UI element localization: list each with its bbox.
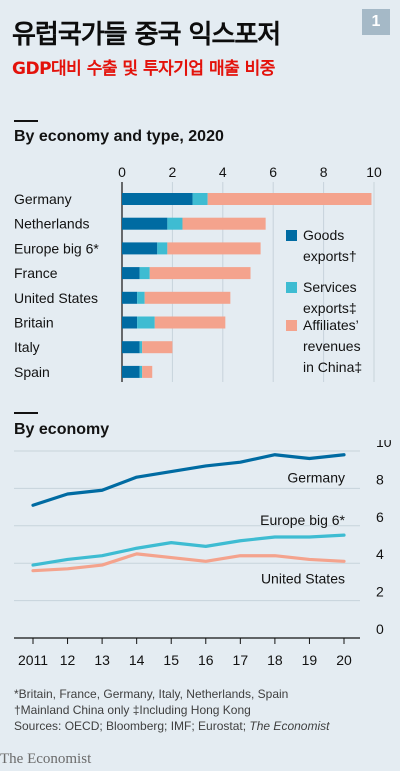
line-chart-title: By economy (14, 421, 110, 438)
x-tick-label: 2 (169, 164, 177, 180)
bar-germany-goods-exports (122, 193, 193, 205)
stacked-bar-chart: 0 2 4 6 8 10 Germany Netherlands Europe big 6* Fr… (14, 164, 382, 382)
x-tick-label: 20 (336, 652, 352, 668)
series-line-europe-big-6 (31, 533, 346, 567)
x-tick-label: 6 (269, 164, 277, 180)
bar-united-states-goods-exports (122, 291, 138, 304)
chart-subtitle: GDP대비 수출 및 투자기업 매출 비중 (12, 59, 275, 79)
x-tick-label: 2011 (18, 652, 48, 668)
category-label-britain: Britain (14, 315, 54, 331)
bar-germany-affiliates-revenues-in-china (207, 193, 372, 205)
category-label-spain: Spain (14, 364, 50, 380)
legend-label-affiliates-revenues-in-china: Affiliates’ (303, 317, 359, 333)
footnote-economies: *Britain, France, Germany, Italy, Nether… (14, 687, 289, 701)
category-label-europe-big-6: Europe big 6* (14, 240, 99, 256)
bar-spain-services-exports (139, 365, 143, 378)
y-tick-label: 2 (376, 584, 384, 600)
category-label-france: France (14, 265, 58, 281)
section-rule-line (14, 412, 38, 414)
bar-europe-big-6-affiliates-revenues-in-china (167, 242, 261, 255)
sources-text: Sources: OECD; Bloomberg; IMF; Eurostat; (14, 719, 250, 733)
x-tick-label: 16 (198, 652, 214, 668)
series-line-united-states (31, 552, 346, 573)
legend-label-goods-exports: exports† (303, 248, 357, 264)
line-chart: 0 2 4 6 8 10 2011 12 13 14 15 16 17 18 19 20 Germany Euro… (14, 440, 392, 668)
bar-netherlands-services-exports (167, 217, 183, 230)
x-tick-label: 14 (129, 652, 145, 668)
bar-spain-affiliates-revenues-in-china (142, 365, 153, 378)
bar-europe-big-6-services-exports (157, 242, 168, 255)
y-tick-label: 0 (376, 621, 384, 637)
x-tick-label: 0 (118, 164, 126, 180)
bar-france-affiliates-revenues-in-china (149, 267, 251, 280)
category-label-united-states: United States (14, 290, 98, 306)
series-label-germany: Germany (287, 470, 345, 486)
series-line-germany (31, 453, 346, 507)
bar-britain-affiliates-revenues-in-china (154, 316, 226, 329)
x-tick-label: 12 (60, 652, 76, 668)
legend-swatch-affiliates-revenues-in-china (286, 320, 297, 331)
bar-britain-services-exports (137, 316, 155, 329)
bar-united-states-affiliates-revenues-in-china (144, 291, 231, 304)
bar-italy-goods-exports (122, 341, 140, 354)
bar-spain-goods-exports (122, 365, 140, 378)
x-tick-label: 15 (163, 652, 179, 668)
bar-italy-services-exports (139, 341, 143, 354)
legend-label-services-exports: Services (303, 279, 357, 295)
footnotes: *Britain, France, Germany, Italy, Nether… (14, 686, 329, 734)
bar-germany-services-exports (192, 193, 208, 205)
legend-swatch-goods-exports (286, 230, 297, 241)
legend-label-services-exports: exports‡ (303, 300, 357, 316)
footnote-symbols: †Mainland China only ‡Including Hong Kon… (14, 703, 251, 717)
section-rule-bar (14, 120, 38, 122)
x-tick-label: 4 (219, 164, 227, 180)
bar-britain-goods-exports (122, 316, 138, 329)
bar-netherlands-affiliates-revenues-in-china (182, 217, 266, 230)
bar-netherlands-goods-exports (122, 217, 168, 230)
x-tick-label: 19 (302, 652, 318, 668)
x-tick-label: 10 (366, 164, 382, 180)
bar-france-services-exports (139, 267, 150, 280)
x-tick-label: 8 (320, 164, 328, 180)
series-label-united-states: United States (261, 570, 345, 586)
category-label-netherlands: Netherlands (14, 216, 90, 232)
y-tick-label: 10 (376, 440, 392, 450)
x-tick-label: 17 (233, 652, 249, 668)
chart-title: 유럽국가들 중국 익스포저 (12, 20, 281, 50)
bar-italy-affiliates-revenues-in-china (142, 341, 173, 354)
sources-economist: The Economist (249, 719, 330, 733)
category-label-germany: Germany (14, 191, 72, 207)
category-label-italy: Italy (14, 339, 40, 355)
bar-france-goods-exports (122, 267, 140, 280)
bar-united-states-services-exports (137, 291, 145, 304)
x-tick-label: 13 (94, 652, 110, 668)
bar-chart-title: By economy and type, 2020 (14, 128, 224, 145)
legend-swatch-services-exports (286, 282, 297, 293)
legend-label-goods-exports: Goods (303, 227, 344, 243)
bar-europe-big-6-goods-exports (122, 242, 158, 255)
y-tick-label: 4 (376, 546, 384, 562)
y-tick-label: 8 (376, 471, 384, 487)
y-tick-label: 6 (376, 509, 384, 525)
x-tick-label: 18 (267, 652, 283, 668)
series-label-europe-big-6: Europe big 6* (260, 512, 345, 528)
legend-label-affiliates-revenues-in-china: revenues (303, 338, 361, 354)
chart-number-badge: 1 (362, 9, 390, 35)
economist-logo-text: The Economist (0, 751, 92, 767)
legend-label-affiliates-revenues-in-china: in China‡ (303, 359, 362, 375)
